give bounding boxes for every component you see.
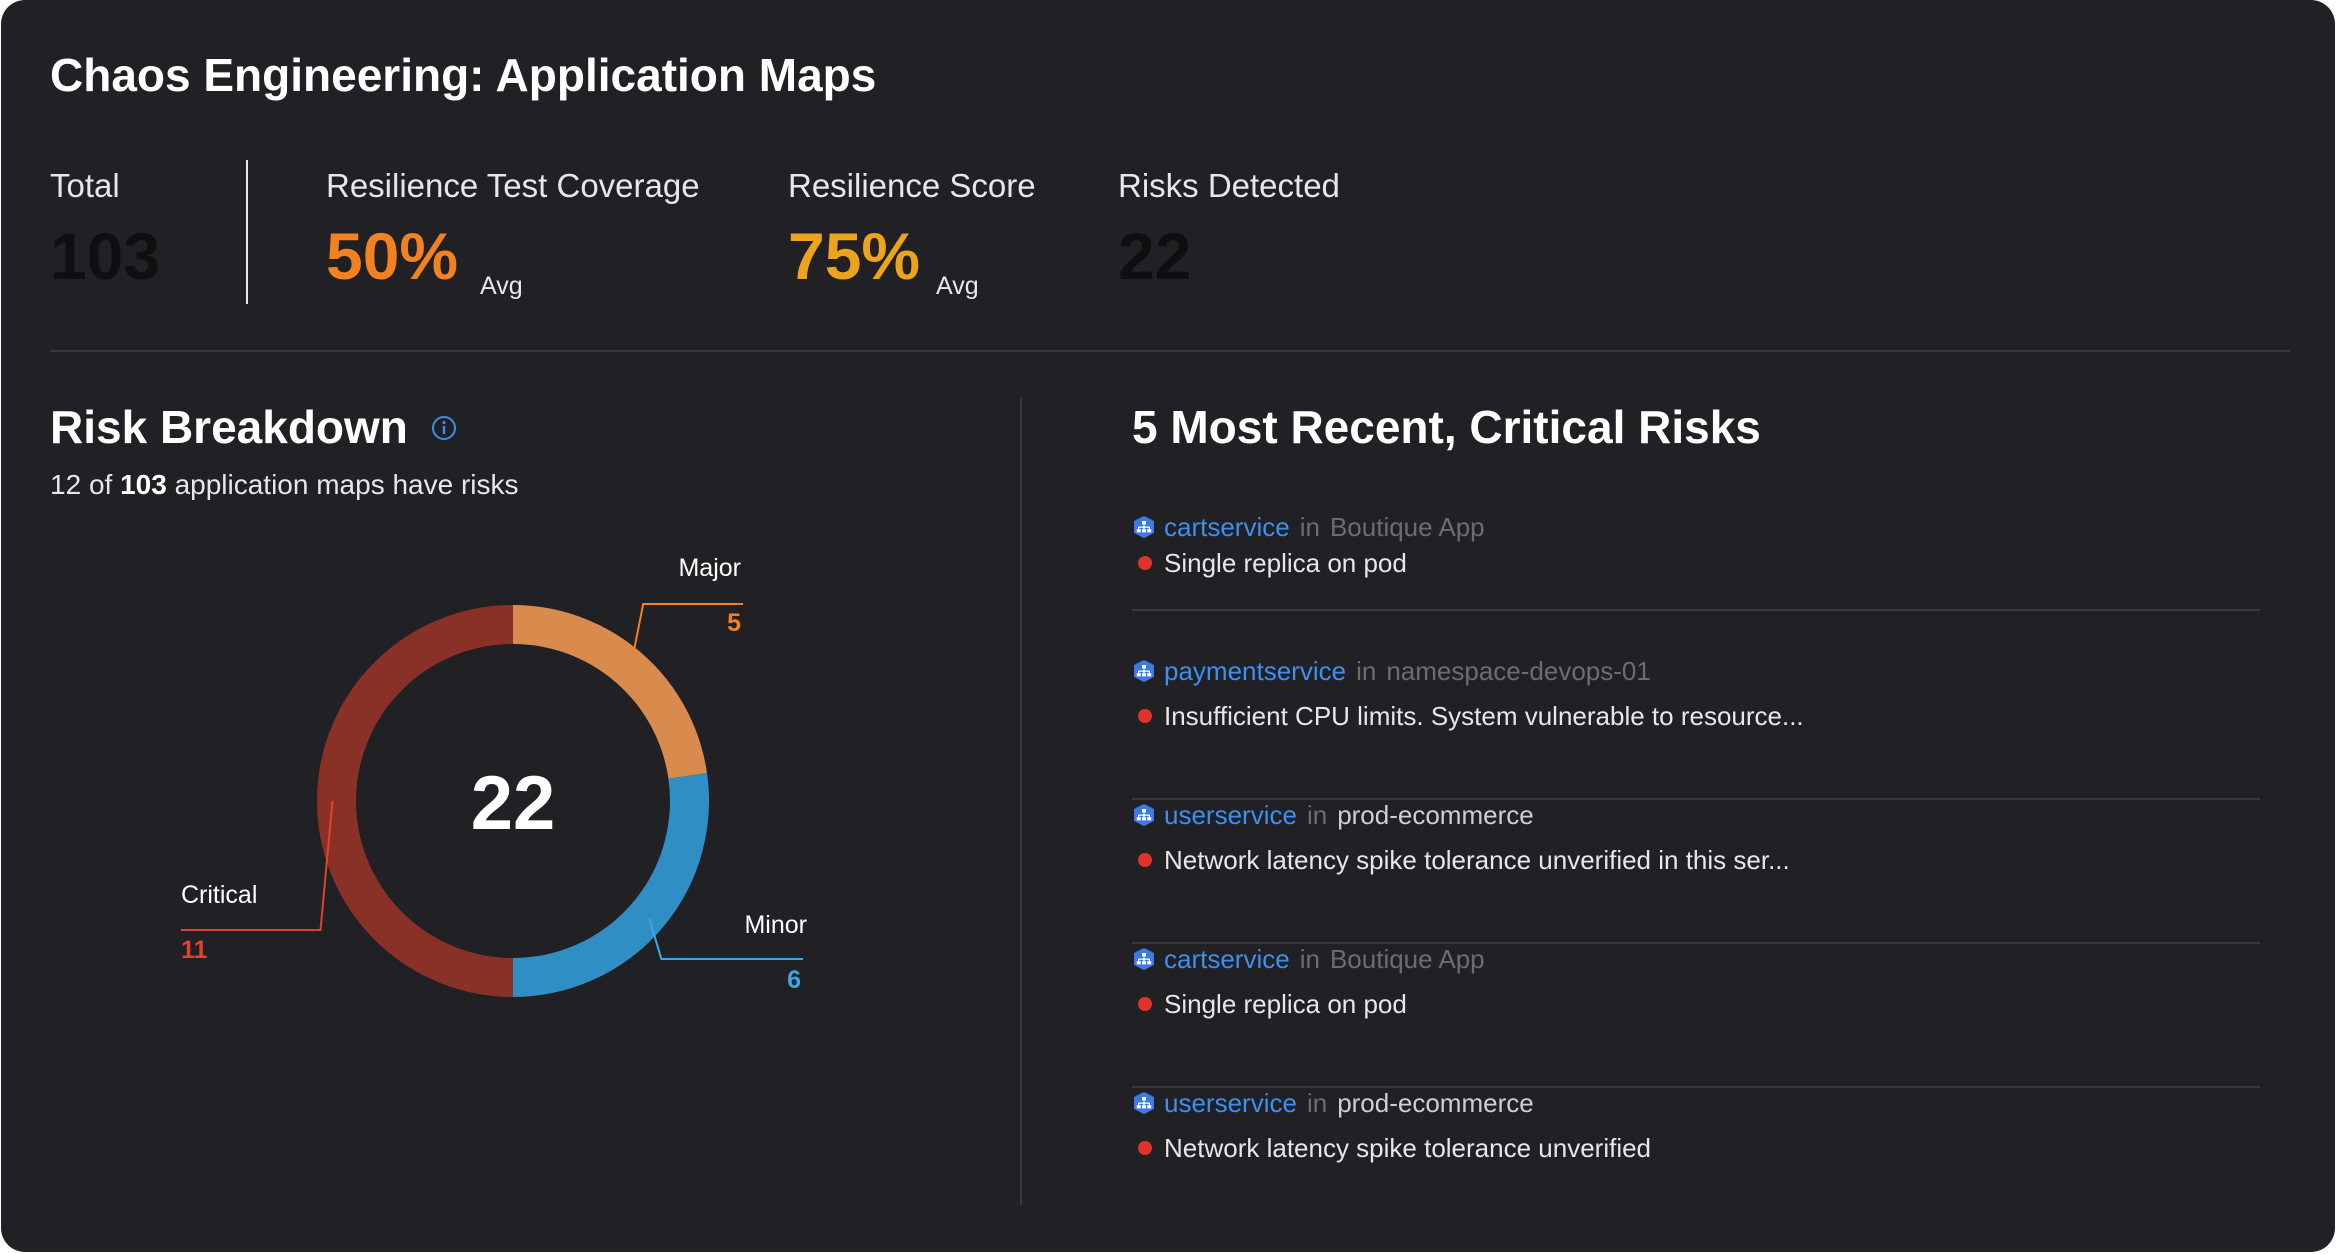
risk-description: Network latency spike tolerance unverifi…	[1164, 1132, 1652, 1163]
service-icon	[1132, 803, 1156, 827]
risk-list-divider	[1132, 942, 2260, 944]
service-namespace: namespace-devops-01	[1386, 655, 1651, 686]
risk-service-line: userservice in prod-ecommerce	[1132, 797, 1534, 833]
slice-value-major: 5	[727, 609, 741, 637]
service-in-label: in	[1356, 655, 1377, 686]
risk-description-line: Network latency spike tolerance unverifi…	[1132, 842, 1790, 878]
subtitle-of: of	[88, 469, 113, 500]
kpi-divider	[246, 160, 248, 304]
slice-label-minor: Minor	[744, 911, 807, 939]
service-icon	[1132, 1091, 1156, 1115]
risk-service-line: cartservice in Boutique App	[1132, 941, 1485, 977]
service-in-label: in	[1299, 511, 1320, 542]
service-namespace: prod-ecommerce	[1337, 1087, 1534, 1118]
service-namespace: Boutique App	[1329, 943, 1485, 974]
service-icon	[1132, 515, 1156, 539]
risk-breakdown-subtitle: 12 of 103 application maps have risks	[50, 469, 519, 501]
kpi-risks-value: 22	[1118, 219, 1192, 293]
service-link[interactable]: userservice	[1164, 1087, 1297, 1118]
donut-center-total: 22	[471, 761, 556, 846]
risk-description-line: Network latency spike tolerance unverifi…	[1132, 1130, 1651, 1166]
leader-line-minor	[648, 918, 803, 960]
risk-service-line: paymentservice in namespace-devops-01	[1132, 653, 1651, 689]
critical-dot-icon	[1138, 853, 1152, 867]
service-link[interactable]: userservice	[1164, 799, 1297, 830]
risk-list-item: cartservice in Boutique App Single replica …	[1132, 509, 2262, 629]
risk-list-item: userservice in prod-ecommerce Network laten…	[1132, 797, 2262, 917]
risk-description: Single replica on pod	[1164, 988, 1407, 1019]
kpi-coverage-suffix: Avg	[480, 272, 523, 300]
service-link[interactable]: paymentservice	[1164, 655, 1347, 686]
risk-description-line: Insufficient CPU limits. System vulnerab…	[1132, 698, 1804, 734]
risk-list-item: userservice in prod-ecommerce Network laten…	[1132, 1085, 2262, 1205]
risk-breakdown-title: Risk Breakdown	[50, 401, 408, 453]
kpi-coverage-label: Resilience Test Coverage	[326, 167, 700, 204]
slice-label-critical: Critical	[181, 881, 257, 909]
subtitle-total: 103	[120, 469, 167, 500]
info-icon[interactable]	[431, 415, 457, 441]
service-in-label: in	[1306, 799, 1328, 830]
page-title: Chaos Engineering: Application Maps	[50, 49, 877, 101]
risk-service-line: cartservice in Boutique App	[1132, 509, 1485, 545]
kpi-score-label: Resilience Score	[788, 167, 1036, 204]
section-divider	[50, 350, 2290, 352]
slice-value-critical: 11	[181, 936, 208, 964]
leader-line-critical	[181, 800, 334, 931]
risk-description-line: Single replica on pod	[1132, 545, 1407, 581]
slice-value-minor: 6	[787, 966, 801, 994]
risk-list-item: cartservice in Boutique App Single replica …	[1132, 941, 2262, 1061]
service-in-label: in	[1299, 943, 1320, 974]
subtitle-count: 12	[50, 469, 82, 500]
service-icon	[1132, 659, 1156, 683]
donut-slice-critical	[317, 605, 514, 997]
kpi-score-suffix: Avg	[936, 272, 979, 300]
risk-description: Single replica on pod	[1164, 547, 1407, 578]
service-namespace: prod-ecommerce	[1337, 799, 1534, 830]
slice-label-major: Major	[678, 554, 741, 582]
kpi-total-value: 103	[50, 219, 161, 293]
service-link[interactable]: cartservice	[1164, 943, 1290, 974]
risk-list-divider	[1132, 609, 2260, 611]
service-in-label: in	[1306, 1087, 1328, 1118]
kpi-risks-label: Risks Detected	[1118, 167, 1340, 204]
risk-list-item: paymentservice in namespace-devops-01 Insuf…	[1132, 653, 2262, 773]
subtitle-rest: application maps have risks	[174, 469, 519, 500]
column-divider	[1020, 397, 1022, 1205]
kpi-score-value: 75%	[788, 219, 921, 293]
donut-slice-minor	[512, 773, 709, 997]
risk-description: Network latency spike tolerance unverifi…	[1164, 844, 1790, 875]
risk-description-line: Single replica on pod	[1132, 986, 1407, 1022]
risk-donut-chart: Major 5 Minor 6 Critical 11 22	[181, 554, 807, 997]
kpi-coverage-value: 50%	[326, 219, 459, 293]
recent-risks-title: 5 Most Recent, Critical Risks	[1132, 401, 1761, 453]
critical-dot-icon	[1138, 997, 1152, 1011]
service-namespace: Boutique App	[1329, 511, 1485, 542]
risk-list-divider	[1132, 1086, 2260, 1088]
service-icon	[1132, 947, 1156, 971]
critical-dot-icon	[1138, 1141, 1152, 1155]
kpi-total-label: Total	[50, 167, 120, 204]
risk-description: Insufficient CPU limits. System vulnerab…	[1164, 700, 1804, 731]
critical-dot-icon	[1138, 556, 1152, 570]
risk-service-line: userservice in prod-ecommerce	[1132, 1085, 1534, 1121]
critical-dot-icon	[1138, 709, 1152, 723]
service-link[interactable]: cartservice	[1164, 511, 1290, 542]
leader-line-major	[630, 603, 743, 665]
risk-list-divider	[1132, 798, 2260, 800]
donut-slice-major	[512, 605, 708, 780]
